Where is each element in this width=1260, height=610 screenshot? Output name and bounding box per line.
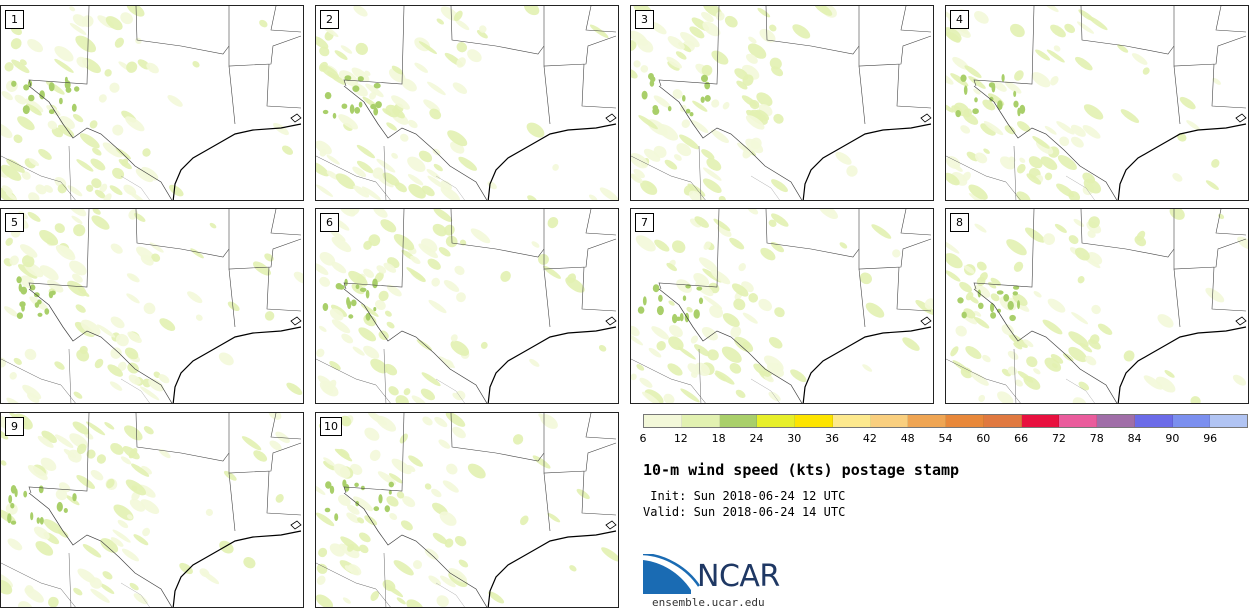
- member-label: 7: [635, 213, 654, 232]
- wind-speed-map: [631, 6, 932, 200]
- ensemble-member-panel-1: 1: [0, 5, 304, 201]
- colorbar-tick-label: 36: [825, 432, 840, 445]
- colorbar-tick-label: 72: [1051, 432, 1066, 445]
- colorbar-segment: [1059, 415, 1097, 427]
- colorbar-tick-label: 66: [1014, 432, 1029, 445]
- colorbar-tick-label: 54: [938, 432, 953, 445]
- colorbar-segment: [1210, 415, 1247, 427]
- colorbar-segment: [757, 415, 795, 427]
- colorbar-segment: [719, 415, 758, 427]
- init-time: Init: Sun 2018-06-24 12 UTC: [643, 489, 846, 503]
- colorbar-tick-label: 96: [1203, 432, 1218, 445]
- wind-speed-map: [1, 413, 302, 607]
- wind-speed-map: [946, 209, 1248, 403]
- wind-speed-map: [316, 6, 618, 200]
- valid-time: Valid: Sun 2018-06-24 14 UTC: [643, 505, 846, 519]
- ensemble-member-panel-4: 4: [945, 5, 1249, 201]
- colorbar-segment: [946, 415, 984, 427]
- wind-speed-map: [1, 6, 302, 200]
- colorbar-segment: [832, 415, 871, 427]
- colorbar-segment: [1172, 415, 1211, 427]
- colorbar-segment: [681, 415, 720, 427]
- colorbar-tick-labels: 6 12 18 24 30 36 42 48 54 60 66 72 78 84 90 96: [639, 432, 1248, 446]
- ensemble-member-panel-3: 3: [630, 5, 934, 201]
- wind-speed-map: [316, 413, 618, 607]
- colorbar-tick-label: 78: [1089, 432, 1104, 445]
- wind-speed-colorbar: [643, 414, 1248, 428]
- colorbar-segment: [795, 415, 833, 427]
- source-url: ensemble.ucar.edu: [652, 596, 765, 609]
- ncar-logo-text: NCAR: [697, 559, 780, 594]
- colorbar-tick-label: 6: [639, 432, 647, 445]
- ensemble-member-panel-2: 2: [315, 5, 619, 201]
- colorbar-tick-label: 60: [976, 432, 991, 445]
- ensemble-member-panel-10: 10: [315, 412, 619, 608]
- ensemble-member-panel-5: 5: [0, 208, 304, 404]
- colorbar-tick-label: 24: [749, 432, 764, 445]
- member-label: 2: [320, 10, 339, 29]
- colorbar-tick-label: 48: [900, 432, 915, 445]
- colorbar-segment: [870, 415, 909, 427]
- ensemble-member-panel-6: 6: [315, 208, 619, 404]
- member-label: 5: [5, 213, 24, 232]
- colorbar-tick-label: 18: [711, 432, 726, 445]
- wind-speed-map: [631, 209, 933, 403]
- ncar-logo-icon: [643, 554, 701, 594]
- colorbar-segment: [1097, 415, 1135, 427]
- colorbar-tick-label: 42: [862, 432, 877, 445]
- ensemble-member-panel-9: 9: [0, 412, 304, 608]
- colorbar-tick-label: 30: [787, 432, 802, 445]
- member-label: 1: [5, 10, 24, 29]
- member-label: 9: [5, 417, 24, 436]
- wind-speed-map: [946, 6, 1247, 200]
- colorbar-segment: [908, 415, 946, 427]
- member-label: 10: [320, 417, 342, 436]
- ensemble-member-panel-8: 8: [945, 208, 1249, 404]
- colorbar-segment: [644, 415, 682, 427]
- member-label: 3: [635, 10, 654, 29]
- colorbar-segment: [1021, 415, 1060, 427]
- wind-speed-map: [316, 209, 617, 403]
- colorbar-tick-label: 84: [1127, 432, 1142, 445]
- member-label: 4: [950, 10, 969, 29]
- wind-speed-map: [1, 209, 303, 403]
- ensemble-member-panel-7: 7: [630, 208, 934, 404]
- colorbar-tick-label: 12: [673, 432, 688, 445]
- colorbar-tick-label: 90: [1165, 432, 1180, 445]
- colorbar-segment: [1134, 415, 1173, 427]
- member-label: 6: [320, 213, 339, 232]
- member-label: 8: [950, 213, 969, 232]
- product-title: 10-m wind speed (kts) postage stamp: [643, 461, 960, 479]
- colorbar-segment: [983, 415, 1022, 427]
